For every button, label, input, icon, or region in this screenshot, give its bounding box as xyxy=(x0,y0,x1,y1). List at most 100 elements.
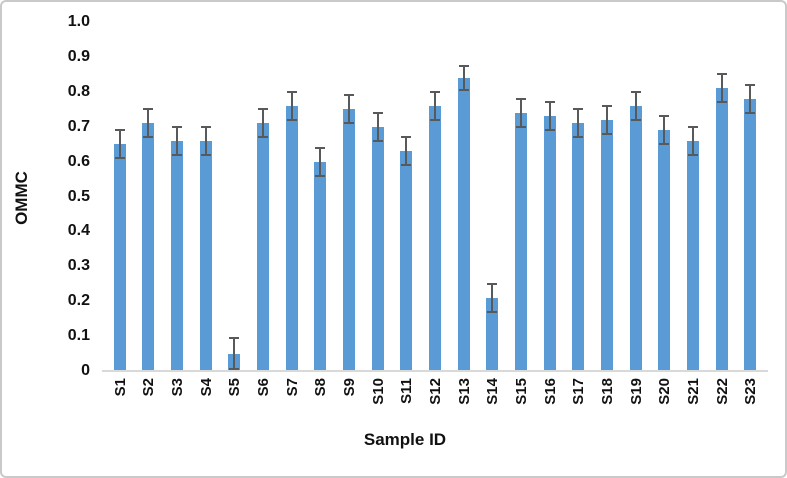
error-bar-s15 xyxy=(520,98,523,127)
x-tick-label-s17: S17 xyxy=(570,378,588,405)
x-tick-label-s3: S3 xyxy=(168,378,186,397)
error-cap-bottom-s10 xyxy=(372,139,383,142)
error-bar-s4 xyxy=(204,126,207,155)
error-bar-s8 xyxy=(319,147,322,176)
x-tick-label-s19: S19 xyxy=(627,378,645,405)
bar-s18 xyxy=(601,119,614,371)
x-tick-label-s16: S16 xyxy=(541,378,559,405)
error-bar-s14 xyxy=(491,283,494,312)
bar-s22 xyxy=(715,88,728,371)
error-cap-bottom-s20 xyxy=(659,143,670,146)
y-tick-label-0-1: 0.1 xyxy=(67,327,90,345)
y-tick-label-0: 0 xyxy=(81,362,90,379)
bar-s9 xyxy=(342,109,355,371)
error-cap-top-s23 xyxy=(745,83,756,86)
error-bar-s19 xyxy=(634,91,637,120)
bar-s15 xyxy=(515,112,528,371)
error-cap-top-s19 xyxy=(630,90,641,93)
x-tick-label-s15: S15 xyxy=(513,378,531,405)
y-tick-label-0-5: 0.5 xyxy=(67,187,90,205)
error-bar-s12 xyxy=(433,91,436,120)
bar-s23 xyxy=(744,98,757,371)
bar-s21 xyxy=(687,140,700,371)
error-cap-top-s16 xyxy=(544,101,555,104)
error-cap-bottom-s8 xyxy=(315,174,326,177)
error-cap-top-s22 xyxy=(716,73,727,76)
error-bar-s2 xyxy=(147,109,150,138)
error-cap-bottom-s6 xyxy=(257,136,268,139)
bar-s19 xyxy=(629,105,642,371)
error-cap-top-s10 xyxy=(372,111,383,114)
error-cap-top-s3 xyxy=(171,125,182,128)
x-tick-label-s9: S9 xyxy=(340,378,358,397)
bar-s1 xyxy=(113,144,126,371)
error-cap-top-s8 xyxy=(315,146,326,149)
x-tick-label-s18: S18 xyxy=(599,378,617,405)
error-cap-top-s1 xyxy=(114,129,125,132)
error-cap-top-s15 xyxy=(516,97,527,100)
error-bar-s18 xyxy=(606,105,609,134)
x-tick-label-s1: S1 xyxy=(111,378,129,397)
error-bar-s17 xyxy=(577,109,580,138)
error-cap-bottom-s13 xyxy=(458,89,469,92)
error-cap-bottom-s14 xyxy=(487,310,498,313)
x-tick-label-s8: S8 xyxy=(312,378,330,397)
error-cap-bottom-s7 xyxy=(286,118,297,121)
bar-s13 xyxy=(457,77,470,371)
x-tick-label-s20: S20 xyxy=(656,378,674,405)
error-bar-s7 xyxy=(290,91,293,120)
error-cap-top-s20 xyxy=(659,115,670,118)
error-cap-top-s7 xyxy=(286,90,297,93)
error-cap-bottom-s9 xyxy=(343,122,354,125)
error-cap-bottom-s21 xyxy=(688,153,699,156)
error-cap-top-s2 xyxy=(143,108,154,111)
error-bar-s13 xyxy=(462,65,465,91)
error-cap-bottom-s3 xyxy=(171,153,182,156)
y-axis-title: OMMC xyxy=(12,171,31,225)
error-cap-bottom-s2 xyxy=(143,136,154,139)
error-cap-bottom-s18 xyxy=(602,132,613,135)
y-tick-label-0-9: 0.9 xyxy=(67,47,90,65)
error-cap-bottom-s12 xyxy=(429,118,440,121)
bar-s16 xyxy=(543,116,556,371)
bar-s10 xyxy=(371,126,384,371)
bar-s3 xyxy=(170,140,183,371)
error-cap-bottom-s23 xyxy=(745,111,756,114)
error-bar-s11 xyxy=(405,137,408,166)
x-tick-label-s23: S23 xyxy=(742,378,760,405)
error-bar-s20 xyxy=(663,116,666,145)
error-cap-top-s17 xyxy=(573,108,584,111)
error-bar-s6 xyxy=(261,109,264,138)
x-tick-label-s10: S10 xyxy=(369,378,387,405)
y-tick-label-0-7: 0.7 xyxy=(67,117,90,135)
error-bar-s21 xyxy=(692,126,695,155)
error-bar-s5 xyxy=(233,337,236,370)
error-bar-s1 xyxy=(118,130,121,159)
y-tick-label-0-8: 0.8 xyxy=(67,82,90,100)
error-cap-top-s18 xyxy=(602,104,613,107)
y-tick-label-0-4: 0.4 xyxy=(67,222,90,240)
error-cap-bottom-s22 xyxy=(716,101,727,104)
error-cap-bottom-s11 xyxy=(401,164,412,167)
x-tick-label-s5: S5 xyxy=(226,378,244,397)
bar-s7 xyxy=(285,105,298,371)
bar-s17 xyxy=(572,123,585,371)
bar-s14 xyxy=(486,297,499,371)
error-cap-top-s13 xyxy=(458,64,469,67)
bar-s2 xyxy=(142,123,155,371)
error-bar-s22 xyxy=(720,74,723,103)
x-tick-label-s22: S22 xyxy=(713,378,731,405)
x-tick-label-s12: S12 xyxy=(426,378,444,405)
error-bar-s23 xyxy=(749,84,752,113)
error-cap-bottom-s16 xyxy=(544,129,555,132)
x-tick-label-s11: S11 xyxy=(398,378,416,404)
bar-s12 xyxy=(428,105,441,371)
x-tick-label-s7: S7 xyxy=(283,378,301,397)
error-cap-top-s5 xyxy=(229,336,240,339)
error-cap-top-s4 xyxy=(200,125,211,128)
error-cap-bottom-s19 xyxy=(630,118,641,121)
bar-s20 xyxy=(658,130,671,371)
error-bar-s9 xyxy=(347,95,350,124)
bar-s6 xyxy=(256,123,269,371)
